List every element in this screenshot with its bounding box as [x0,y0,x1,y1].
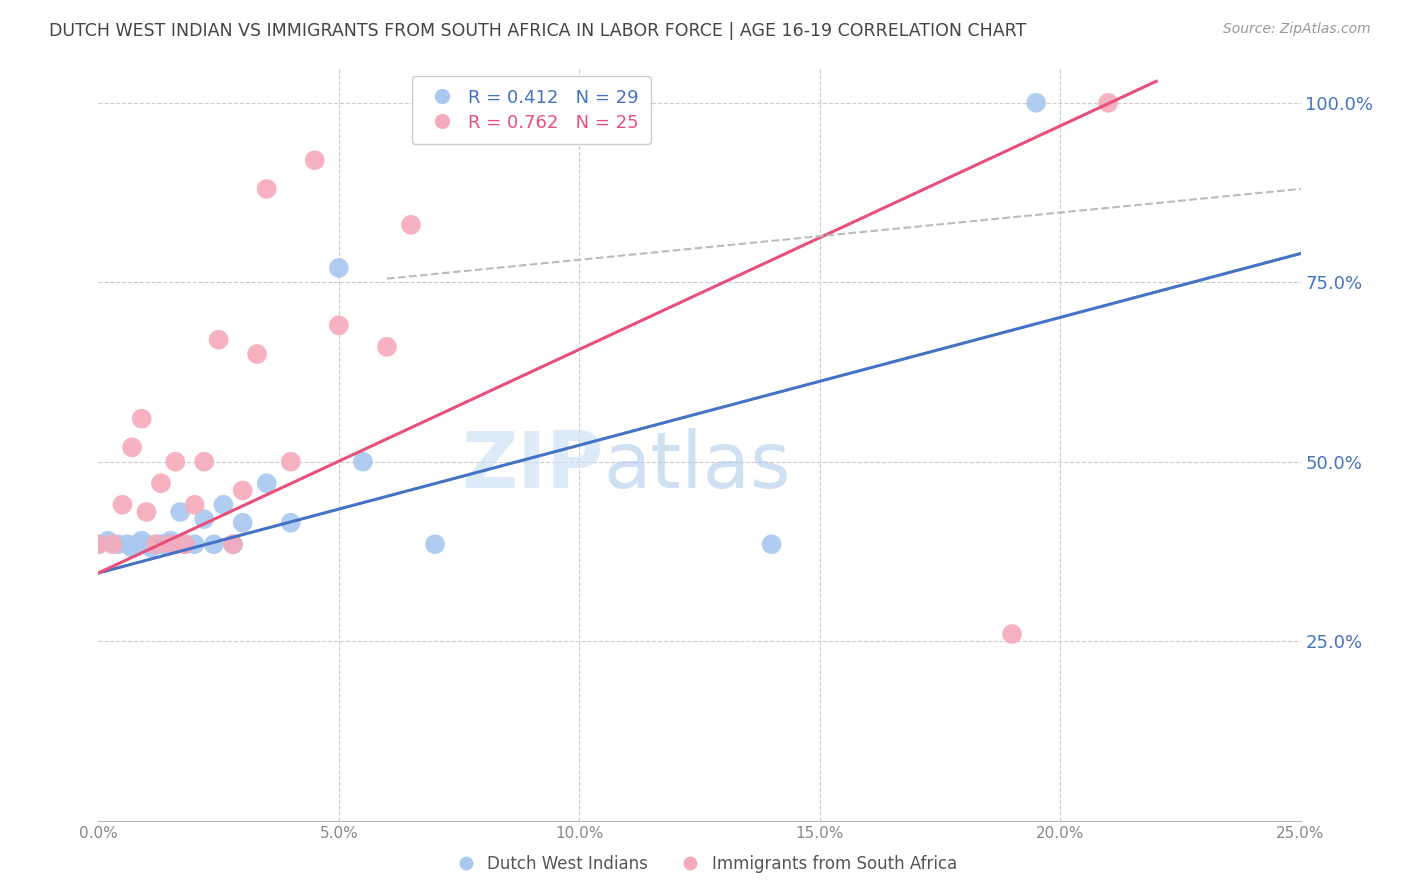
Point [423,537,446,551]
Point [87,537,110,551]
Point [159,533,181,548]
Point [131,411,153,425]
Legend: R = 0.412   N = 29, R = 0.762   N = 25: R = 0.412 N = 29, R = 0.762 N = 25 [412,76,651,145]
Point [375,340,398,354]
Legend: Dutch West Indians, Immigrants from South Africa: Dutch West Indians, Immigrants from Sout… [443,848,963,880]
Point [328,318,350,333]
Point [159,537,181,551]
Point [121,441,143,455]
Point [101,537,124,551]
Point [328,260,350,275]
Point [141,541,163,555]
Point [121,541,143,555]
Point [280,516,302,530]
Point [256,182,278,196]
Point [304,153,326,168]
Point [149,476,172,491]
Point [256,476,278,491]
Point [135,505,157,519]
Point [761,537,783,551]
Point [169,505,191,519]
Point [111,498,134,512]
Text: Source: ZipAtlas.com: Source: ZipAtlas.com [1223,22,1371,37]
Point [212,498,235,512]
Text: DUTCH WEST INDIAN VS IMMIGRANTS FROM SOUTH AFRICA IN LABOR FORCE | AGE 16-19 COR: DUTCH WEST INDIAN VS IMMIGRANTS FROM SOU… [49,22,1026,40]
Point [193,512,215,526]
Point [280,455,302,469]
Point [183,498,205,512]
Point [131,533,153,548]
Point [208,333,231,347]
Point [117,537,139,551]
Point [135,537,157,551]
Point [165,537,187,551]
Point [174,537,197,551]
Point [202,537,225,551]
Point [193,455,215,469]
Text: ZIP: ZIP [461,428,603,504]
Point [145,537,167,551]
Point [232,483,254,498]
Point [183,537,205,551]
Point [145,537,167,551]
Point [399,218,422,232]
Point [246,347,269,361]
Point [1001,627,1024,641]
Point [107,537,129,551]
Point [165,455,187,469]
Text: atlas: atlas [603,428,790,504]
Point [232,516,254,530]
Point [125,537,148,551]
Point [222,537,245,551]
Point [1025,95,1047,110]
Point [155,537,177,551]
Point [97,533,120,548]
Point [149,537,172,551]
Point [87,537,110,551]
Point [222,537,245,551]
Point [1097,95,1119,110]
Point [352,455,374,469]
Point [174,537,197,551]
